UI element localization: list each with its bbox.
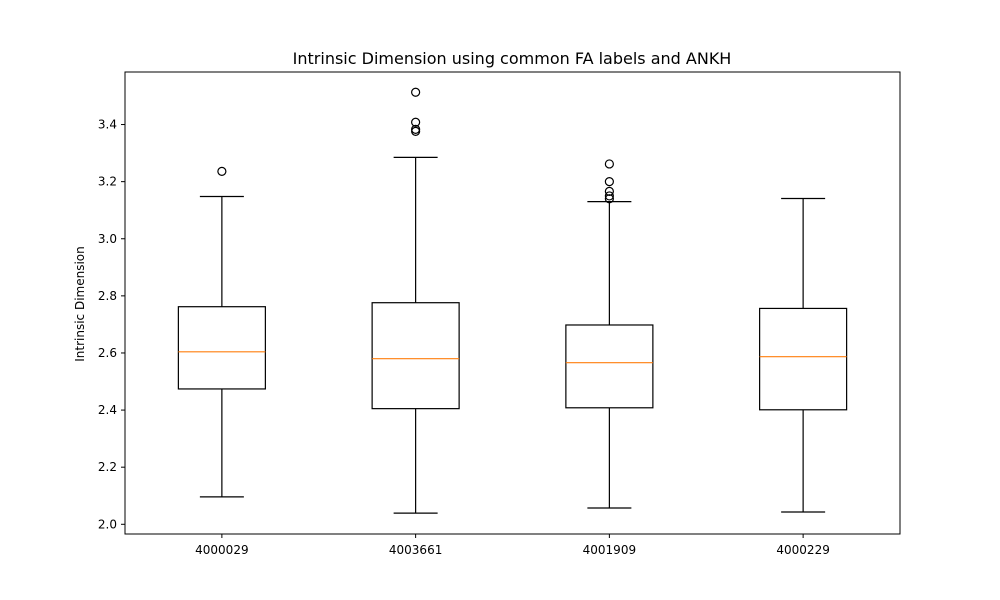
y-tick-label: 3.2 [98, 175, 117, 189]
y-tick-label: 2.4 [98, 403, 117, 417]
outlier-point [217, 166, 227, 176]
x-tick-label: 4000029 [195, 543, 248, 557]
x-tick-label: 4000229 [776, 543, 829, 557]
outlier-point [411, 87, 421, 97]
outlier-point [604, 177, 614, 187]
y-tick-label: 2.8 [98, 289, 117, 303]
iqr-box [759, 307, 848, 411]
plot-frame [124, 71, 901, 535]
y-axis-label: Intrinsic Dimension [73, 246, 87, 362]
x-tick-label: 4003661 [389, 543, 442, 557]
y-tick-label: 3.4 [98, 118, 117, 132]
y-tick-label: 2.2 [98, 460, 117, 474]
iqr-box [565, 324, 654, 409]
iqr-box [177, 306, 266, 390]
y-tick-label: 3.0 [98, 232, 117, 246]
outlier-point [411, 124, 421, 134]
outlier-point [604, 186, 614, 196]
outlier-point [604, 159, 614, 169]
y-tick-label: 2.6 [98, 346, 117, 360]
chart-title: Intrinsic Dimension using common FA labe… [293, 49, 732, 68]
outlier-point [411, 117, 421, 127]
y-tick-label: 2.0 [98, 517, 117, 531]
iqr-box [371, 302, 460, 410]
outlier-point [604, 191, 614, 201]
plot-area: 2.0 2.2 2.4 2.6 2.8 3.0 3.2 3.4 4000029 4003661 40… [98, 87, 848, 557]
x-tick-label: 4001909 [583, 543, 636, 557]
